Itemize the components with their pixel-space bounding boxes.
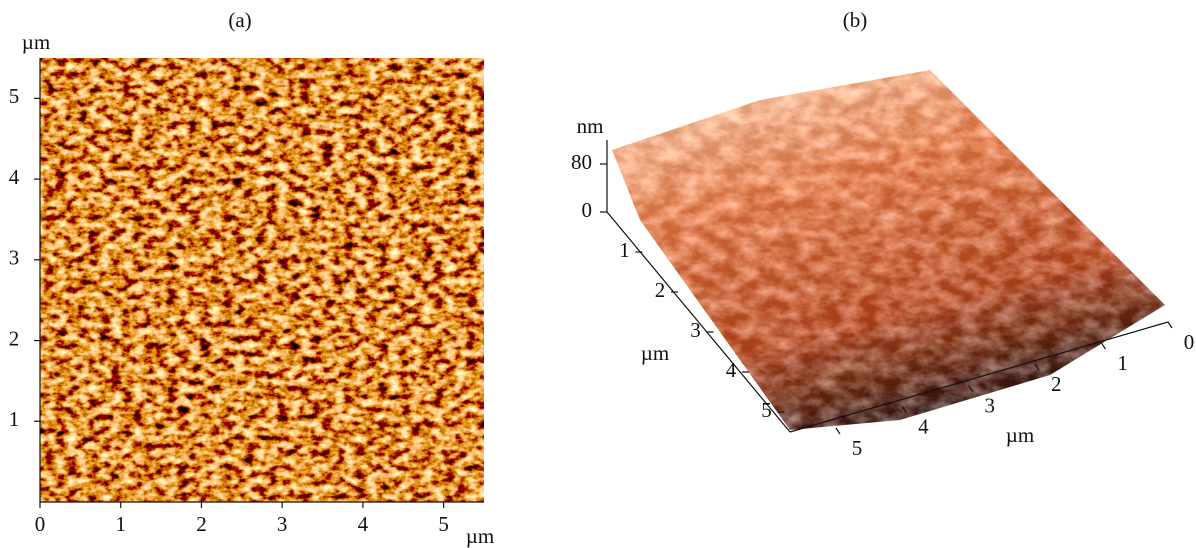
y-tick-label: 4 — [9, 165, 20, 189]
tick-mark — [1102, 343, 1106, 349]
y-tick-label: 1 — [9, 407, 20, 431]
x-tick-label: 1 — [1117, 351, 1128, 375]
x-tick-label: 5 — [852, 436, 863, 460]
tick-mark — [836, 428, 840, 434]
axis-unit: µm — [1006, 423, 1034, 447]
panel-label: (a) — [228, 8, 251, 32]
y-tick-label: 3 — [690, 318, 701, 342]
z-tick-label: 80 — [571, 150, 592, 174]
x-tick-label: 4 — [918, 415, 929, 439]
axis-unit: nm — [577, 114, 604, 138]
x-tick-label: 4 — [358, 512, 369, 536]
x-tick-label: 3 — [985, 393, 996, 417]
tick-mark — [1168, 322, 1172, 328]
figure: (a) µm µm (b) nm µm µm 01234512345080123… — [0, 0, 1196, 548]
x-tick-label: 5 — [438, 512, 449, 536]
panel-label: (b) — [843, 8, 868, 32]
surface-fill — [600, 60, 1180, 440]
surface — [600, 60, 1180, 440]
y-tick-label: 2 — [655, 278, 666, 302]
x-tick-label: 2 — [196, 512, 207, 536]
y-tick-label: 4 — [726, 358, 737, 382]
x-tick-label: 0 — [1184, 330, 1195, 354]
axis-unit: µm — [466, 524, 494, 548]
y-tick-label: 3 — [9, 246, 20, 270]
y-tick-label: 2 — [9, 326, 20, 350]
y-tick-label: 5 — [9, 84, 20, 108]
axis-unit: µm — [22, 30, 50, 54]
y-tick-label: 1 — [619, 238, 630, 262]
axis-unit: µm — [641, 341, 669, 365]
z-tick-label: 0 — [582, 198, 593, 222]
x-tick-label: 1 — [115, 512, 126, 536]
x-tick-label: 3 — [277, 512, 288, 536]
afm-texture — [40, 58, 484, 502]
y-tick-label: 5 — [761, 398, 772, 422]
x-tick-label: 2 — [1051, 372, 1062, 396]
x-tick-label: 0 — [35, 512, 46, 536]
